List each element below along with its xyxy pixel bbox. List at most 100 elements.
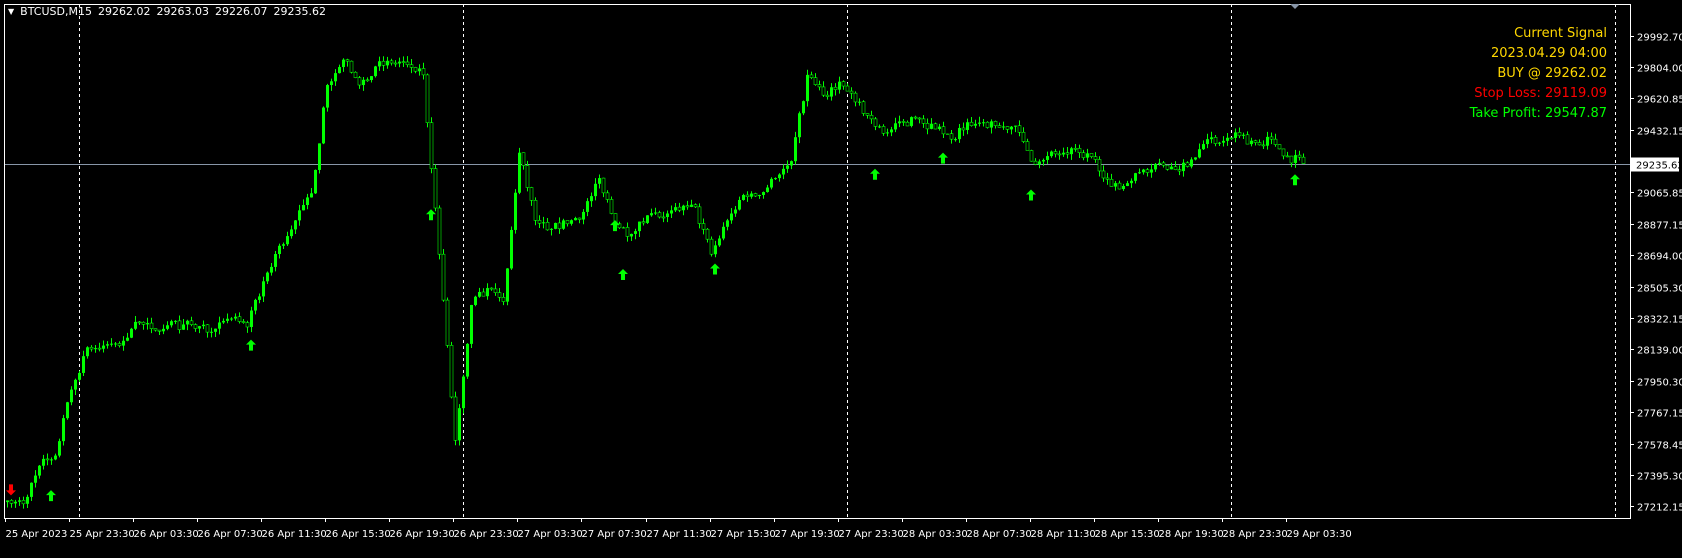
candle-body [954, 139, 957, 141]
candle-body [1101, 170, 1106, 179]
candle-body [798, 113, 801, 138]
candle-body [1226, 137, 1229, 141]
time-tick-label: 29 Apr 03:30 [1287, 529, 1352, 540]
shift-marker-icon[interactable] [1290, 4, 1300, 9]
candle-body [254, 299, 257, 311]
candle-body [605, 192, 610, 200]
candle-body [634, 231, 637, 234]
candle-body [978, 122, 981, 124]
candle-body [18, 500, 21, 502]
candle-body [1206, 139, 1209, 145]
candle-body [654, 212, 657, 214]
candle-body [149, 322, 154, 329]
candle-body [766, 187, 769, 193]
signal-panel: Current Signal 2023.04.29 04:00 BUY @ 29… [1470, 24, 1607, 124]
candle-body [734, 209, 737, 214]
price-tick-label: 28694.00 [1637, 252, 1682, 263]
candle-body [966, 122, 969, 130]
candle-body [521, 152, 526, 166]
candle-body [1245, 134, 1250, 145]
time-tick-label: 26 Apr 15:30 [326, 529, 391, 540]
price-tick-label: 27578.45 [1637, 441, 1682, 452]
candle-body [813, 77, 818, 85]
candle-body [701, 223, 706, 230]
candle-body [210, 331, 213, 333]
candle-body [58, 441, 61, 456]
candle-body [674, 207, 677, 211]
candle-body [166, 325, 169, 329]
time-tick-label: 26 Apr 19:30 [390, 529, 455, 540]
buy-arrow-icon [938, 152, 948, 164]
dropdown-triangle-icon[interactable]: ▼ [8, 7, 15, 16]
candle-body [302, 205, 305, 211]
candle-body [841, 81, 846, 87]
buy-arrow-icon [870, 168, 880, 180]
candle-body [1229, 137, 1234, 140]
candle-body [481, 291, 486, 297]
candle-body [370, 76, 373, 81]
candle-body [106, 344, 109, 346]
candle-body [646, 215, 649, 223]
candle-body [1017, 125, 1022, 133]
candle-body [590, 196, 593, 202]
time-tick-label: 26 Apr 11:30 [262, 529, 327, 540]
candle-body [462, 376, 465, 409]
candle-body [782, 168, 785, 175]
candle-body [670, 210, 673, 214]
price-tick-label: 29620.85 [1637, 95, 1682, 106]
candle-body [1057, 153, 1062, 156]
candle-body [405, 61, 410, 66]
candle-body [334, 73, 337, 82]
candle-body [26, 496, 29, 504]
candle-body [858, 101, 861, 103]
candle-body [1242, 134, 1245, 136]
candle-body [1261, 144, 1266, 147]
candle-body [598, 178, 601, 184]
candle-body [42, 458, 45, 466]
candle-body [685, 205, 690, 208]
price-tick-label: 27212.15 [1637, 503, 1682, 514]
candle-body [97, 347, 102, 350]
candle-body [693, 204, 698, 208]
candle-body [714, 245, 717, 255]
candle-body [258, 296, 261, 300]
time-tick-label: 28 Apr 11:30 [1031, 529, 1096, 540]
candle-body [778, 174, 781, 179]
candle-body [941, 126, 946, 135]
signal-time: 2023.04.29 04:00 [1490, 46, 1607, 61]
candle-body [381, 60, 386, 66]
time-tick-label: 28 Apr 15:30 [1095, 529, 1160, 540]
candle-body [433, 168, 438, 209]
candle-body [318, 143, 321, 170]
candle-body [290, 229, 293, 237]
candle-body [177, 320, 182, 331]
candle-body [278, 245, 281, 255]
candle-body [666, 213, 669, 218]
candle-body [330, 81, 333, 86]
candle-body [958, 127, 961, 140]
candle-body [449, 345, 454, 398]
candle-body [314, 169, 317, 194]
candle-body [489, 287, 494, 290]
time-tick-label: 26 Apr 23:30 [454, 529, 519, 540]
candle-body [1234, 132, 1237, 138]
candle-body [758, 195, 761, 197]
candle-body [1301, 156, 1306, 164]
time-tick-label: 27 Apr 19:30 [775, 529, 840, 540]
candle-body [45, 458, 50, 461]
candle-body [1194, 157, 1197, 160]
current-price-label: 29235.62 [1636, 161, 1682, 172]
signal-entry: BUY @ 29262.02 [1497, 66, 1607, 81]
candle-body [997, 125, 1002, 128]
candle-body [1185, 162, 1190, 167]
candle-body [1134, 173, 1137, 181]
candle-body [1142, 169, 1145, 173]
candle-body [54, 455, 57, 460]
candle-body [537, 220, 542, 224]
low-value: 29226.07 [214, 5, 268, 18]
candle-body [1269, 136, 1274, 140]
candle-body [898, 121, 901, 124]
candle-body [1025, 141, 1030, 151]
candle-body [921, 118, 926, 124]
